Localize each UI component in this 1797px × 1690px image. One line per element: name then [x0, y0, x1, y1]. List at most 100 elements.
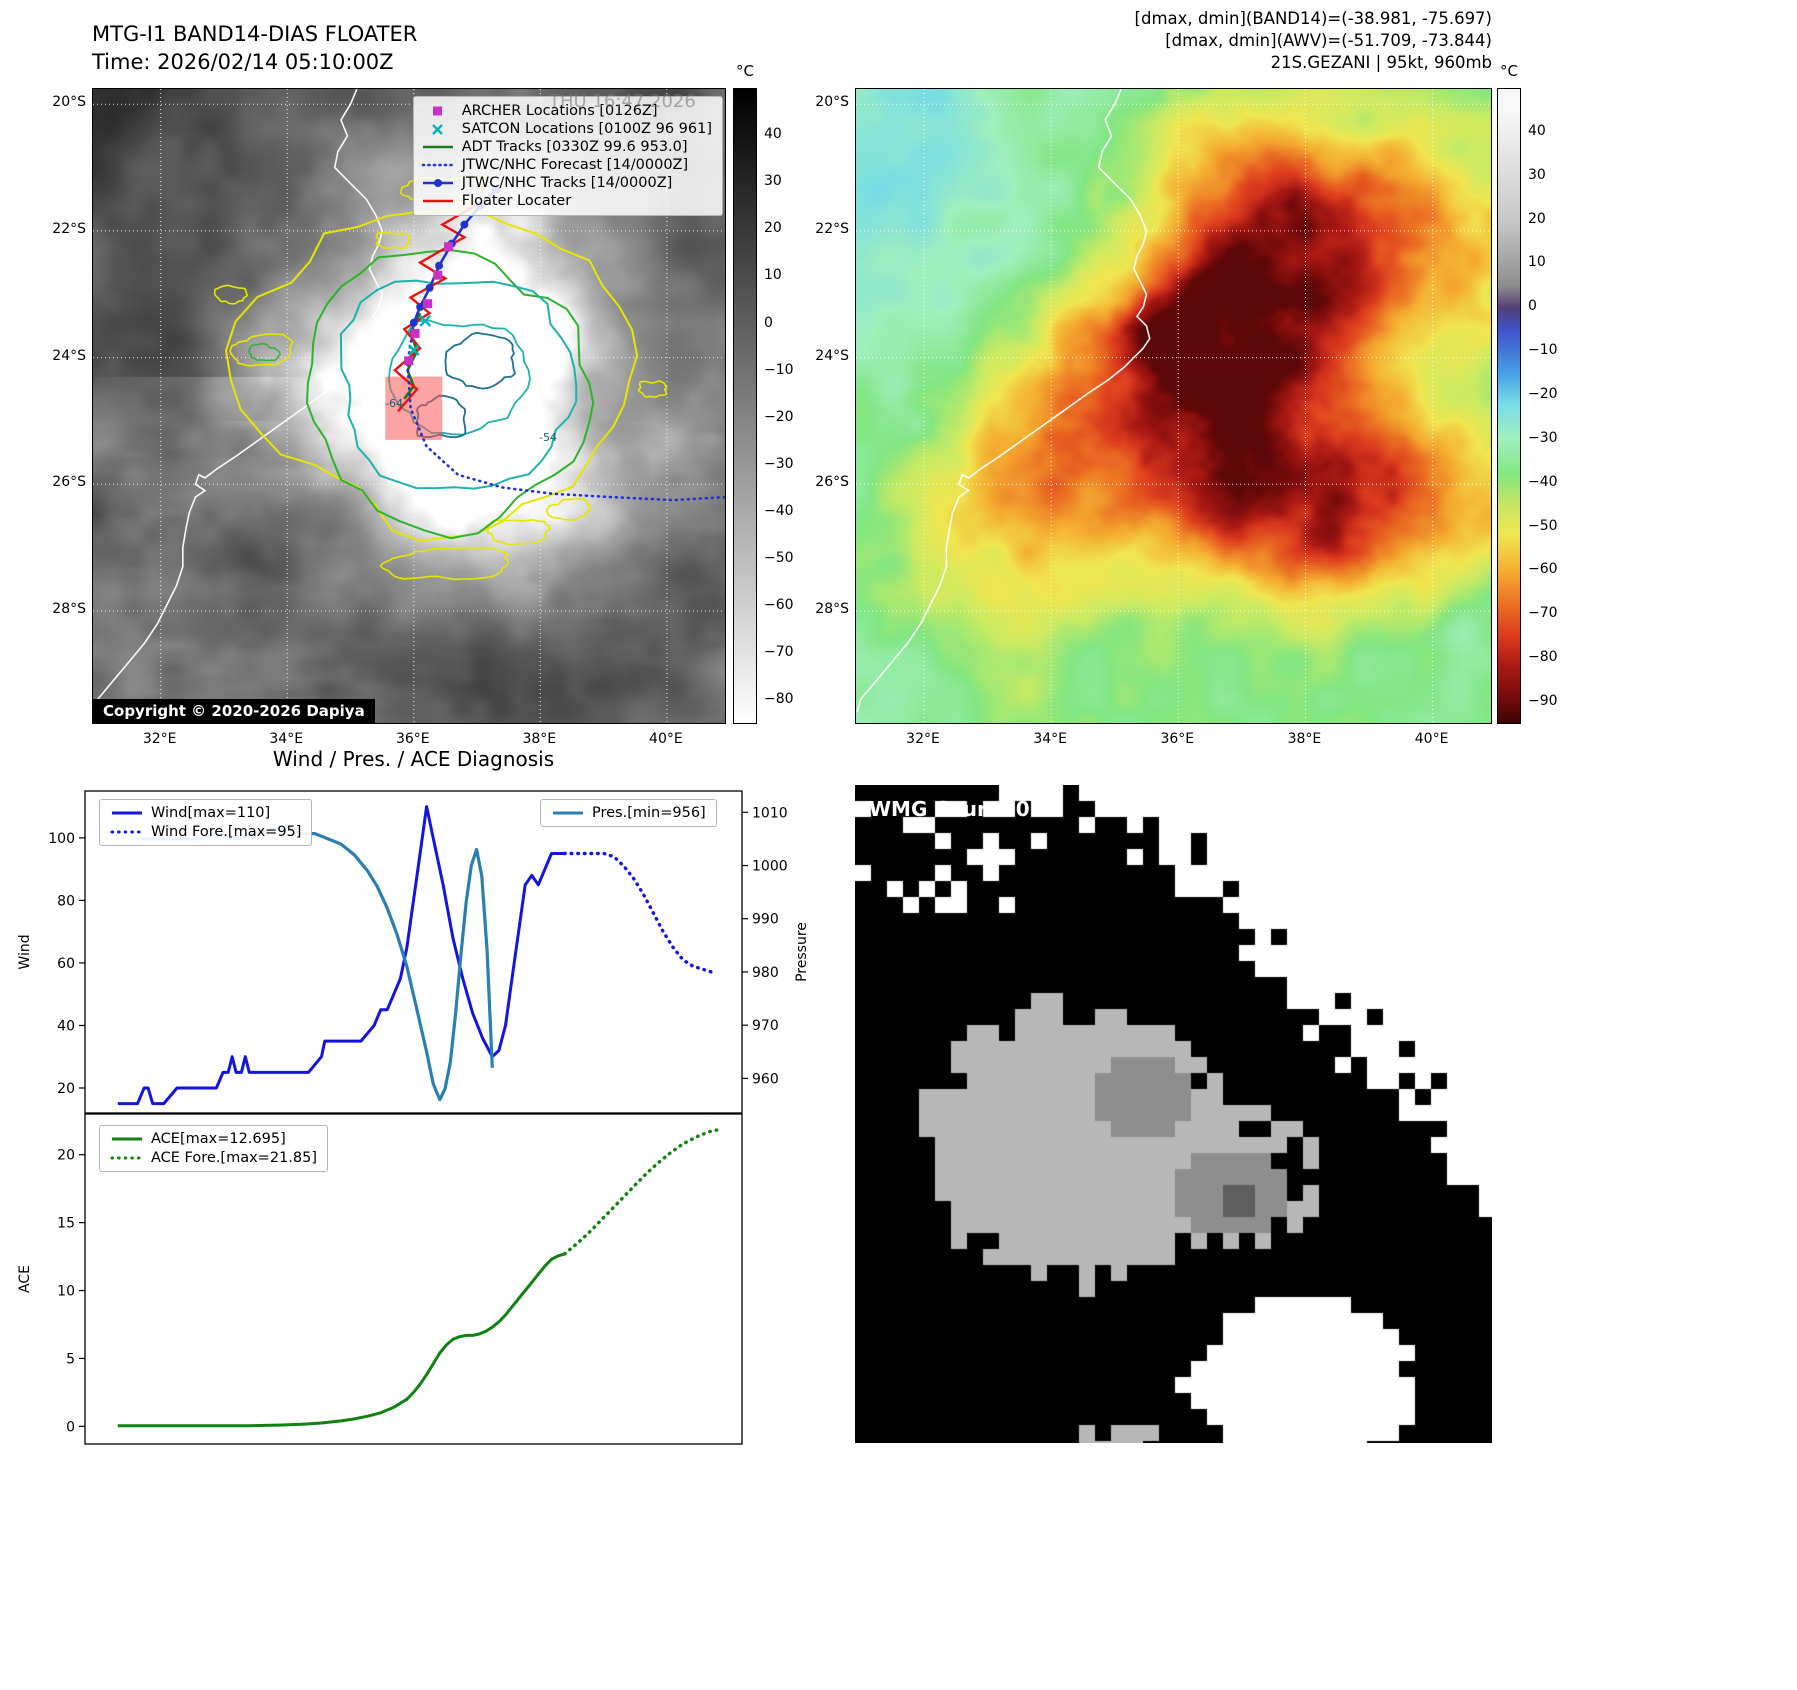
band14-colorbar-tick: 30 [764, 173, 782, 190]
legend-label: Wind[max=110] [151, 805, 271, 821]
cloud-contour [485, 518, 552, 546]
cloud-contour [375, 231, 412, 249]
archer-location-marker [423, 299, 433, 309]
ace-legend: ACE[max=12.695] ACE Fore.[max=21.85] [99, 1125, 328, 1172]
band14-map-panel: -64 -54 THU 16:47 2026 ARCHER Locations [… [92, 88, 726, 724]
archer-location-marker [404, 356, 414, 366]
legend-entry: Wind Fore.[max=95] [110, 824, 301, 840]
legend-entry: JTWC/NHC Forecast [14/0000Z] [421, 157, 712, 173]
band14-xtick: 34°E [269, 731, 304, 747]
legend-label: JTWC/NHC Forecast [14/0000Z] [461, 157, 689, 173]
band14-colorbar-tick: −10 [764, 361, 794, 378]
awv-colorbar-tick: −10 [1528, 342, 1558, 359]
y-axis-tick: 0 [66, 1419, 75, 1435]
band14-colorbar-tick: −70 [764, 644, 794, 661]
band14-colorbar-tick: −80 [764, 691, 794, 708]
band14-ytick: 26°S [52, 474, 86, 491]
timestamp-watermark: THU 16:47 2026 [549, 91, 696, 112]
y-axis-tick: 80 [57, 893, 75, 909]
band14-colorbar-tick: 10 [764, 267, 782, 284]
wmg-count-label: WMG Count: 0 [869, 797, 1030, 821]
y-axis-label: Pressure [794, 922, 810, 982]
y-axis-tick: 15 [57, 1216, 75, 1232]
jtwc-track-point [416, 302, 425, 311]
awv-colorbar-unit: °C [1500, 62, 1518, 80]
y-axis-tick: 20 [57, 1148, 75, 1164]
series-line [562, 851, 715, 974]
awv-colorbar-tick: 20 [1528, 210, 1546, 227]
legend-label: ADT Tracks [0330Z 99.6 953.0] [461, 139, 688, 155]
legend-entry: ADT Tracks [0330Z 99.6 953.0] [421, 139, 712, 155]
awv-xtick: 34°E [1033, 731, 1067, 747]
awv-map-panel [855, 88, 1492, 724]
awv-colorbar-tick: −40 [1528, 473, 1558, 490]
awv-header: [dmax, dmin](BAND14)=(-38.981, -75.697) … [1135, 8, 1492, 74]
y-axis-tick: 40 [57, 1018, 75, 1034]
awv-ytick: 24°S [815, 347, 849, 364]
jtwc-track-point [409, 318, 418, 327]
legend-label: Wind Fore.[max=95] [151, 824, 302, 840]
legend-entry: ACE Fore.[max=21.85] [110, 1150, 317, 1166]
line-swatch-icon [112, 1137, 142, 1141]
dmax-dmin-awv-line: [dmax, dmin](AWV)=(-51.709, -73.844) [1165, 31, 1492, 50]
legend-label: ACE[max=12.695] [151, 1131, 286, 1147]
jtwc-forecast-track [406, 321, 725, 502]
awv-colorbar-tick: −20 [1528, 386, 1558, 403]
y-axis-tick: 10 [57, 1284, 75, 1300]
y-axis-tick: 1010 [752, 805, 788, 821]
band14-ytick: 22°S [52, 220, 86, 237]
awv-colorbar-tick: −90 [1528, 693, 1558, 710]
storm-id-intensity-line: 21S.GEZANI | 95kt, 960mb [1270, 53, 1492, 72]
archer-location-marker [444, 242, 454, 252]
band14-xtick: 40°E [649, 731, 683, 747]
legend-entry: Floater Locater [421, 193, 712, 209]
y-axis-tick: 1000 [752, 859, 788, 875]
band14-xtick: 32°E [142, 731, 177, 747]
awv-colorbar-tick: −70 [1528, 605, 1558, 622]
band14-colorbar-tick: −20 [764, 408, 794, 425]
awv-xtick: 38°E [1287, 731, 1322, 747]
awv-colorbar-tick: 40 [1528, 122, 1546, 139]
awv-ytick: 28°S [815, 600, 849, 617]
archer-location-marker [410, 329, 420, 338]
pressure-legend: Pres.[min=956] [540, 799, 717, 827]
band14-colorbar-unit: °C [736, 62, 754, 80]
legend-entry: SATCON Locations [0100Z 96 961] [421, 121, 712, 137]
awv-colorbar-tick: 30 [1528, 166, 1546, 183]
legend-entry: ACE[max=12.695] [110, 1131, 317, 1147]
awv-colorbar-tick: −80 [1528, 649, 1558, 666]
series-line [562, 1127, 721, 1256]
dotted-symbol-icon [421, 163, 455, 167]
wind-legend: Wind[max=110] Wind Fore.[max=95] [99, 799, 313, 846]
band14-colorbar-tick: −30 [764, 455, 794, 472]
awv-colorbar [1497, 88, 1521, 724]
cloud-contour [224, 209, 639, 542]
y-axis-tick: 960 [752, 1071, 779, 1087]
band14-colorbar-tick: 20 [764, 220, 782, 237]
awv-map-overlay [856, 89, 1491, 723]
cloud-contour [339, 279, 578, 490]
legend-label: Pres.[min=956] [592, 805, 706, 821]
legend-entry: Wind[max=110] [110, 805, 301, 821]
legend-label: ACE Fore.[max=21.85] [151, 1150, 317, 1166]
line-symbol-icon [422, 145, 453, 149]
cloud-contour [545, 497, 592, 521]
band14-xtick: 36°E [395, 731, 430, 747]
wmg-panel: WMG Count: 0 [855, 785, 1492, 1443]
dmax-dmin-band14-line: [dmax, dmin](BAND14)=(-38.981, -75.697) [1134, 9, 1492, 28]
band14-ytick: 20°S [52, 94, 86, 111]
wmg-image [855, 785, 1492, 1443]
square-symbol-icon [432, 106, 442, 116]
y-axis-label: Wind [17, 934, 33, 969]
y-axis-tick: 60 [57, 956, 75, 972]
band14-colorbar-tick: 0 [764, 314, 773, 331]
awv-colorbar-tick: 10 [1528, 254, 1546, 271]
awv-xtick: 32°E [906, 731, 940, 747]
satcon-location-marker [407, 344, 420, 356]
line-swatch-icon [553, 811, 583, 815]
dotted-line-swatch-icon [110, 1156, 144, 1160]
awv-colorbar-tick: −50 [1528, 517, 1558, 534]
cloud-contour [305, 249, 595, 540]
x-symbol-icon [431, 124, 443, 135]
band14-colorbar-tick: −40 [764, 503, 794, 519]
